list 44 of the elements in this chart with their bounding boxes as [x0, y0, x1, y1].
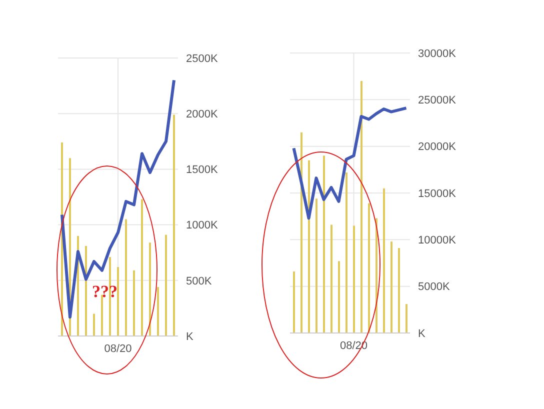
line-series [60, 78, 176, 319]
bar [133, 270, 135, 336]
bar [406, 304, 408, 333]
y-tick-label: 30000K [418, 48, 457, 60]
bar [300, 132, 302, 333]
bar [173, 114, 175, 336]
y-tick-label: 10000K [418, 234, 457, 247]
bar [165, 234, 167, 336]
bar [141, 199, 143, 336]
bar [293, 271, 295, 333]
bar [316, 198, 318, 333]
y-tick-label: 5000K [418, 281, 450, 294]
y-tick-label: 500K [186, 275, 212, 288]
y-tick-label: 2500K [186, 52, 218, 65]
y-tick-label: 25000K [418, 94, 457, 107]
y-tick-label: 1000K [186, 220, 218, 232]
line-series [292, 106, 408, 220]
bar [346, 172, 348, 333]
y-tick-label: 1500K [186, 164, 218, 176]
bar [93, 314, 95, 336]
bar [109, 257, 111, 336]
y-tick-label: 15000K [418, 188, 457, 200]
bar [383, 188, 385, 333]
bar [390, 242, 392, 333]
bar [85, 246, 87, 336]
bar [323, 156, 325, 333]
bar [398, 248, 400, 333]
bar [338, 261, 340, 333]
bar [368, 203, 370, 333]
bar [330, 224, 332, 333]
bar [101, 294, 103, 336]
y-tick-label: 2000K [186, 108, 218, 121]
bar [149, 242, 151, 336]
y-tick-label: 20000K [418, 141, 457, 154]
bar [125, 219, 127, 336]
bar [308, 160, 310, 333]
y-tick-label: K [418, 328, 426, 340]
bar [117, 267, 119, 336]
bar [353, 226, 355, 333]
x-tick-label: 08/20 [104, 342, 132, 355]
bar [360, 81, 362, 333]
bar [376, 218, 378, 333]
bar [157, 287, 159, 336]
y-tick-label: K [186, 330, 194, 343]
